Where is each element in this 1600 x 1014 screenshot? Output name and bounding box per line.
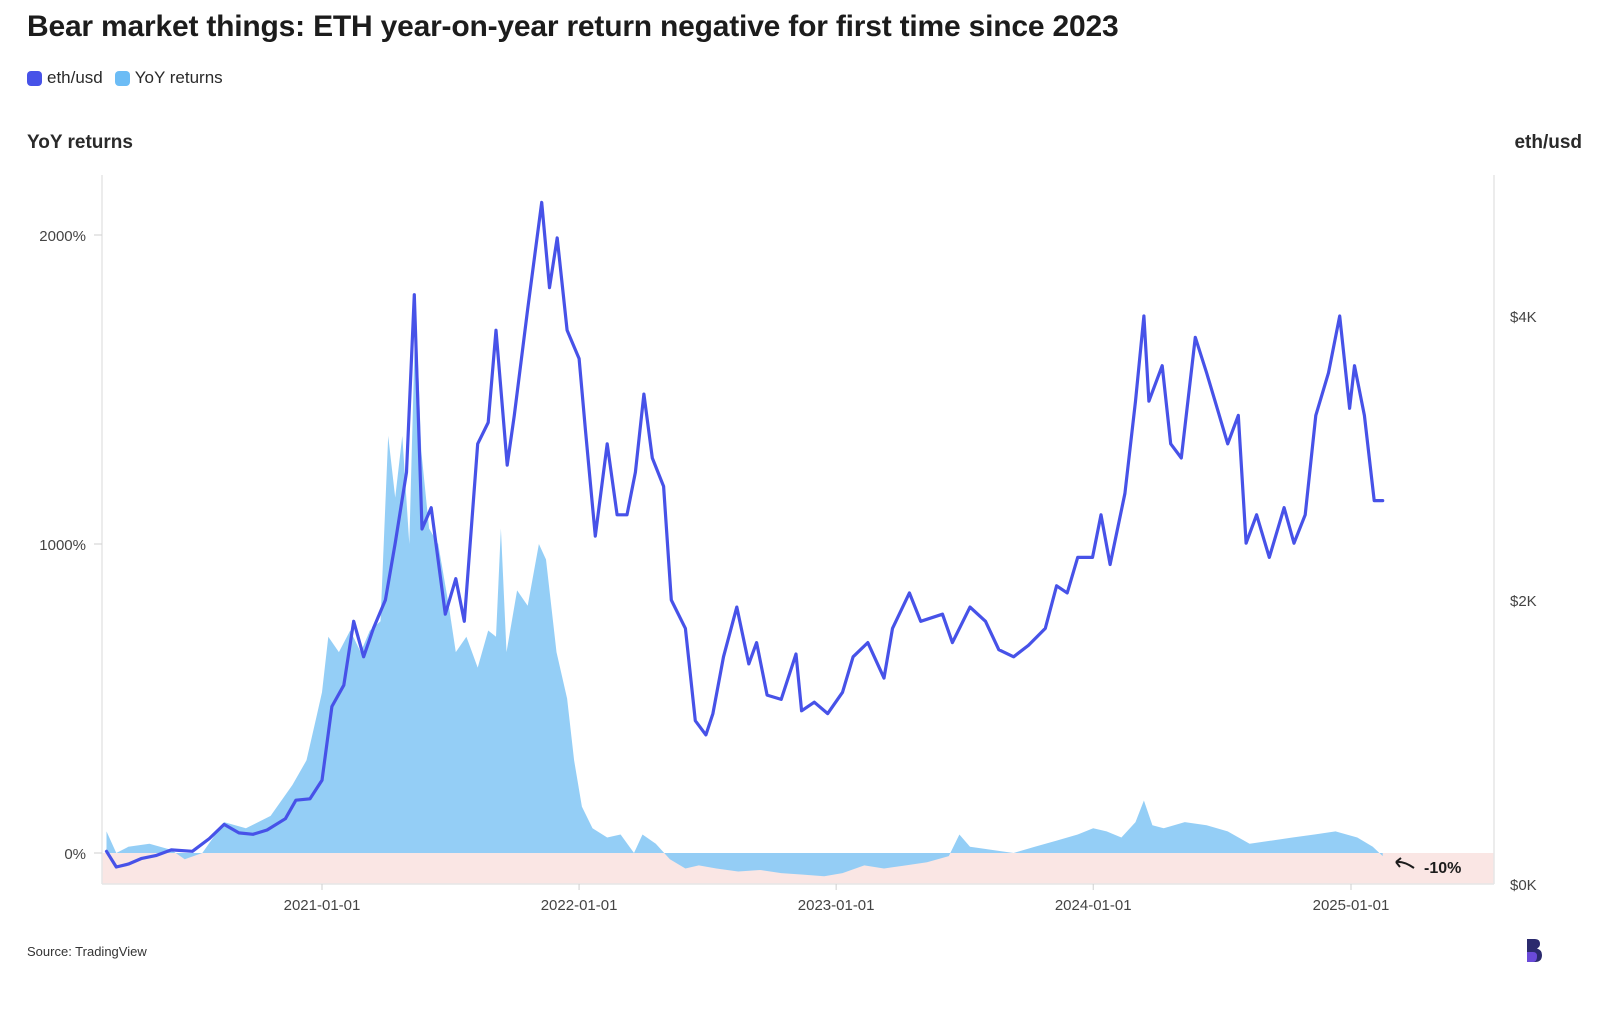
x-tick-label: 2024-01-01	[1055, 897, 1132, 914]
left-tick-label: 2000%	[39, 228, 86, 245]
legend-label-yoy-returns: YoY returns	[134, 68, 223, 87]
chart-title: Bear market things: ETH year-on-year ret…	[27, 10, 1119, 43]
left-tick-label: 1000%	[39, 537, 86, 554]
x-tick-label: 2023-01-01	[798, 897, 875, 914]
annotation-label: -10%	[1424, 860, 1461, 877]
legend-swatch-eth-usd	[27, 70, 42, 86]
legend: eth/usd YoY returns	[27, 68, 235, 88]
legend-label-eth-usd: eth/usd	[47, 68, 103, 87]
right-tick-label: $0K	[1510, 877, 1537, 894]
right-axis-title: eth/usd	[1514, 132, 1582, 153]
x-tick-label: 2022-01-01	[541, 897, 618, 914]
source-note: Source: TradingView	[27, 944, 147, 959]
x-tick-label: 2025-01-01	[1313, 897, 1390, 914]
legend-swatch-yoy-returns	[114, 70, 130, 86]
left-tick-label: 0%	[64, 846, 86, 863]
annotation-arrowhead-icon	[1395, 857, 1402, 868]
yoy-returns-area	[106, 303, 1383, 877]
publisher-logo-icon	[1527, 939, 1542, 962]
right-tick-label: $2K	[1510, 593, 1537, 610]
legend-item-yoy-returns: YoY returns	[114, 68, 223, 88]
x-tick-label: 2021-01-01	[284, 897, 361, 914]
right-tick-label: $4K	[1510, 309, 1537, 326]
eth-usd-line	[104, 200, 1385, 869]
legend-item-eth-usd: eth/usd	[27, 68, 103, 88]
left-axis-title: YoY returns	[27, 132, 133, 153]
